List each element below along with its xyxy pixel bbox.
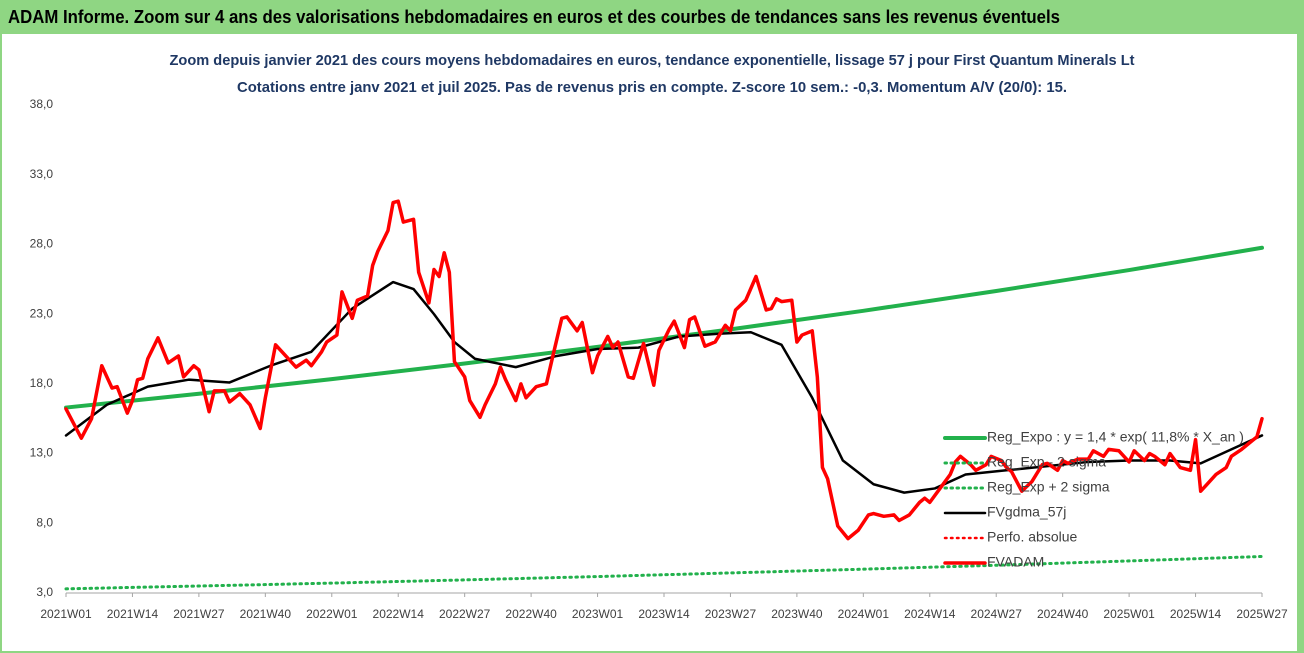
chart-subtitle: Cotations entre janv 2021 et juil 2025. … bbox=[237, 79, 1067, 96]
x-tick-label: 2021W14 bbox=[107, 607, 159, 621]
x-tick-label: 2022W27 bbox=[439, 607, 491, 621]
x-tick-label: 2023W14 bbox=[638, 607, 690, 621]
legend-label: FVgdma_57j bbox=[987, 504, 1066, 520]
x-tick-label: 2024W01 bbox=[838, 607, 890, 621]
header-title: ADAM Informe. Zoom sur 4 ans des valoris… bbox=[8, 7, 1060, 27]
legend-label: Reg_Exp - 2 sigma bbox=[987, 454, 1106, 470]
x-tick-label: 2023W40 bbox=[771, 607, 823, 621]
header-bar bbox=[0, 0, 1304, 34]
x-tick-label: 2021W27 bbox=[173, 607, 225, 621]
series-line bbox=[64, 554, 1264, 591]
x-tick-label: 2025W14 bbox=[1170, 607, 1222, 621]
y-tick-label: 38,0 bbox=[30, 97, 54, 111]
x-tick-label: 2023W27 bbox=[705, 607, 757, 621]
y-tick-label: 33,0 bbox=[30, 167, 54, 181]
x-tick-label: 2023W01 bbox=[572, 607, 624, 621]
y-tick-label: 8,0 bbox=[36, 515, 53, 529]
series-line bbox=[64, 199, 1264, 541]
y-tick-label: 28,0 bbox=[30, 237, 54, 251]
x-tick-label: 2021W01 bbox=[40, 607, 92, 621]
y-tick-label: 18,0 bbox=[30, 376, 54, 390]
y-tick-label: 23,0 bbox=[30, 306, 54, 320]
x-tick-label: 2024W14 bbox=[904, 607, 956, 621]
x-tick-label: 2022W01 bbox=[306, 607, 358, 621]
x-tick-label: 2024W27 bbox=[971, 607, 1023, 621]
y-tick-label: 3,0 bbox=[36, 585, 53, 599]
y-tick-label: 13,0 bbox=[30, 446, 54, 460]
legend-label: Perfo. absolue bbox=[987, 529, 1077, 545]
legend-label: Reg_Expo : y = 1,4 * exp( 11,8% * X_an ) bbox=[987, 429, 1244, 445]
x-tick-label: 2021W40 bbox=[240, 607, 292, 621]
x-tick-label: 2025W01 bbox=[1103, 607, 1155, 621]
x-tick-label: 2024W40 bbox=[1037, 607, 1089, 621]
plot-area bbox=[64, 199, 1264, 591]
chart-title: Zoom depuis janvier 2021 des cours moyen… bbox=[170, 52, 1135, 69]
right-strip bbox=[1297, 0, 1304, 653]
x-tick-label: 2022W40 bbox=[505, 607, 557, 621]
x-tick-label: 2022W14 bbox=[373, 607, 425, 621]
x-tick-label: 2025W27 bbox=[1236, 607, 1288, 621]
legend-label: Reg_Exp + 2 sigma bbox=[987, 479, 1110, 495]
legend: Reg_Expo : y = 1,4 * exp( 11,8% * X_an )… bbox=[943, 429, 1244, 570]
legend-label: FVADAM bbox=[987, 554, 1044, 570]
